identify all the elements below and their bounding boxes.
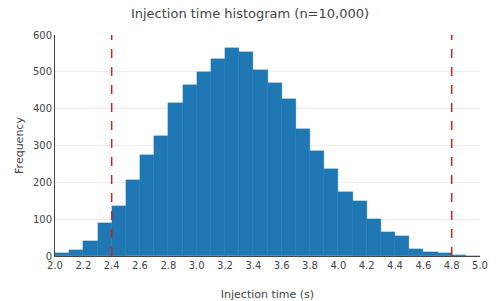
svg-text:3.8: 3.8 [302, 260, 318, 271]
svg-text:0: 0 [46, 251, 52, 262]
svg-text:4.8: 4.8 [444, 260, 460, 271]
svg-text:2.6: 2.6 [132, 260, 148, 271]
svg-text:3.6: 3.6 [274, 260, 290, 271]
svg-text:2.0: 2.0 [47, 260, 63, 271]
svg-text:Injection time (s): Injection time (s) [221, 288, 314, 301]
svg-text:2.2: 2.2 [75, 260, 91, 271]
svg-text:5.0: 5.0 [472, 260, 488, 271]
svg-text:400: 400 [33, 103, 52, 114]
svg-text:Frequency: Frequency [13, 117, 26, 174]
svg-text:3.2: 3.2 [217, 260, 233, 271]
svg-text:100: 100 [33, 214, 52, 225]
svg-text:4.2: 4.2 [359, 260, 375, 271]
svg-text:2.4: 2.4 [104, 260, 120, 271]
svg-text:3.0: 3.0 [189, 260, 205, 271]
svg-text:600: 600 [33, 30, 52, 41]
svg-text:300: 300 [33, 140, 52, 151]
svg-text:2.8: 2.8 [160, 260, 176, 271]
svg-text:500: 500 [33, 66, 52, 77]
svg-text:3.4: 3.4 [245, 260, 261, 271]
svg-text:200: 200 [33, 177, 52, 188]
svg-text:4.6: 4.6 [415, 260, 431, 271]
svg-text:4.4: 4.4 [387, 260, 403, 271]
svg-text:4.0: 4.0 [330, 260, 346, 271]
svg-text:Injection time histogram (n=10: Injection time histogram (n=10,000) [131, 6, 369, 21]
